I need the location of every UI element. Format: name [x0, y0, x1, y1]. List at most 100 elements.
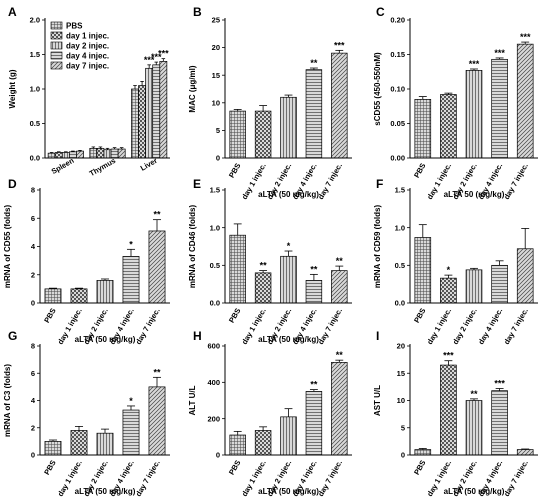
y-tick-label: 6: [31, 214, 35, 223]
bar: [465, 70, 483, 159]
x-category-label: PBS: [412, 459, 428, 477]
significance-label: ***: [334, 40, 345, 50]
y-tick-label: 1.5: [210, 186, 220, 195]
x-axis-label: aLTA (50 mg/kg): [258, 487, 319, 496]
y-tick-label: 0.10: [390, 85, 405, 94]
panel-letter: G: [8, 329, 17, 343]
x-category-label: day 7 injec.: [502, 162, 530, 202]
y-tick-label: 0.15: [390, 50, 405, 59]
bar: [122, 256, 140, 304]
significance-label: **: [153, 367, 161, 377]
legend-label: day 7 injec.: [66, 62, 109, 71]
legend-swatch: [50, 51, 63, 60]
x-axis-label: aLTA (50 mg/kg): [444, 487, 505, 496]
bar: [89, 147, 98, 159]
panel-e: E 0.0 0.5 1.0 1.5 mRNA of CD46 (folds) PBS ** da…: [188, 177, 352, 346]
bar: [516, 248, 534, 304]
bar: [305, 391, 323, 456]
y-axis-label: mRNA of C3 (folds): [3, 364, 12, 437]
legend-label: day 1 injec.: [66, 32, 109, 41]
bar: [148, 230, 166, 304]
x-axis-label: aLTA (50 mg/kg): [258, 335, 319, 344]
y-tick-label: 20: [212, 43, 220, 52]
y-axis-label: ALT U/L: [188, 385, 197, 415]
significance-label: ***: [494, 379, 505, 389]
y-axis-label: Weight (g): [8, 69, 17, 108]
significance-label: ***: [151, 52, 162, 62]
bar: [148, 386, 166, 456]
x-category-label: day 7 injec.: [134, 307, 162, 347]
bar: [96, 280, 114, 304]
bar: [96, 147, 105, 159]
legend-label: day 2 injec.: [66, 42, 109, 51]
x-category-label: day 7 injec.: [502, 307, 530, 347]
bar: [96, 432, 114, 456]
x-category-label: PBS: [227, 459, 243, 477]
bar: [254, 110, 272, 159]
y-tick-label: 2: [31, 270, 35, 279]
bar: [229, 110, 246, 159]
bar: [138, 85, 146, 159]
y-tick-label: 6: [31, 369, 35, 378]
significance-label: *: [129, 239, 133, 249]
significance-label: **: [310, 264, 318, 274]
bar: [159, 61, 168, 159]
significance-label: **: [336, 350, 344, 360]
significance-label: **: [260, 261, 268, 271]
bar: [516, 449, 534, 456]
y-tick-label: 4: [31, 242, 36, 251]
y-tick-label: 0.00: [390, 154, 405, 163]
x-category-label: day 7 injec.: [316, 307, 344, 347]
x-axis-label: aLTA (50 mg/kg): [75, 487, 136, 496]
y-tick-label: 0.5: [30, 119, 40, 128]
bar: [47, 152, 56, 159]
y-tick-label: 0: [216, 451, 220, 460]
bar: [280, 416, 297, 456]
y-tick-label: 0.5: [210, 261, 220, 270]
panel-letter: F: [376, 177, 383, 191]
y-tick-label: 0: [31, 451, 35, 460]
bar: [305, 69, 323, 159]
bar: [44, 288, 62, 304]
y-tick-label: 0.0: [210, 299, 220, 308]
x-axis-label: aLTA (50 mg/kg): [258, 190, 319, 199]
y-axis-label: sCD55 (450-550nM): [373, 52, 382, 126]
y-tick-label: 1.0: [210, 223, 220, 232]
x-category-label: PBS: [227, 307, 243, 325]
bar: [131, 88, 139, 159]
y-tick-label: 0.0: [395, 299, 405, 308]
bar: [331, 270, 348, 304]
panel-letter: E: [193, 177, 201, 191]
y-tick-label: 2: [31, 423, 35, 432]
bar: [414, 98, 432, 159]
y-tick-label: 0.05: [390, 119, 405, 128]
y-tick-label: 0: [216, 154, 220, 163]
x-category-label: PBS: [42, 459, 58, 477]
y-axis-label: mRNA of CD46 (folds): [188, 205, 197, 289]
legend-label: day 4 injec.: [66, 52, 109, 61]
y-tick-label: 0: [401, 451, 405, 460]
x-category-label: day 7 injec.: [316, 162, 344, 202]
x-category-label: PBS: [42, 307, 58, 325]
significance-label: **: [310, 380, 318, 390]
x-category-label: Thymus: [88, 156, 117, 178]
y-tick-label: 10: [212, 98, 220, 107]
bar: [414, 237, 432, 304]
legend-label: PBS: [66, 22, 83, 31]
panel-letter: A: [8, 5, 17, 19]
bar: [229, 434, 246, 456]
panel-letter: I: [376, 329, 379, 343]
y-tick-label: 1.5: [395, 186, 405, 195]
bar: [117, 148, 126, 159]
bar: [414, 449, 432, 456]
y-axis-label: AST U/L: [373, 385, 382, 416]
bar: [254, 272, 272, 304]
y-tick-label: 0.0: [30, 154, 40, 163]
panel-f: F 0.0 0.5 1.0 1.5 mRNA of CD59 (folds) PBS * day…: [373, 177, 538, 346]
bar: [305, 280, 323, 304]
legend-swatch: [50, 21, 63, 30]
y-tick-label: 20: [397, 342, 405, 351]
